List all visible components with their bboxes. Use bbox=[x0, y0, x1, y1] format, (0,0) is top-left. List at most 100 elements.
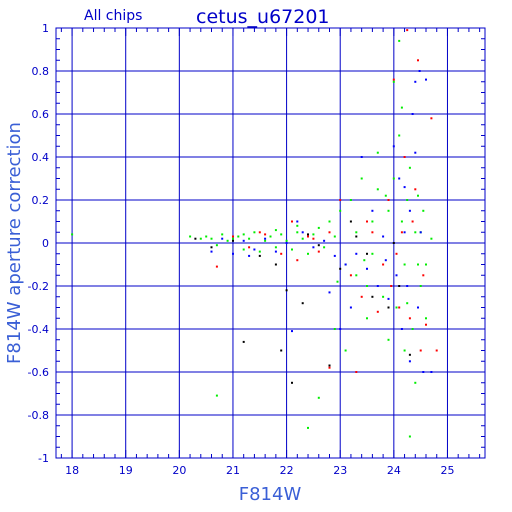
data-point bbox=[403, 186, 406, 189]
data-point bbox=[411, 220, 414, 223]
data-point bbox=[242, 239, 245, 242]
data-point bbox=[392, 242, 395, 244]
data-point bbox=[360, 156, 363, 158]
data-point bbox=[291, 248, 293, 251]
data-point bbox=[349, 199, 352, 201]
data-point bbox=[387, 297, 390, 300]
data-point bbox=[366, 252, 368, 255]
data-point bbox=[221, 237, 224, 240]
data-point bbox=[307, 233, 309, 236]
data-point bbox=[430, 371, 433, 373]
data-point bbox=[395, 274, 398, 277]
data-point bbox=[408, 209, 411, 212]
data-point bbox=[366, 317, 368, 320]
y-tick-label: 0.6 bbox=[32, 108, 50, 121]
x-tick-label: 24 bbox=[387, 464, 401, 477]
data-point bbox=[417, 59, 419, 62]
data-point bbox=[403, 231, 406, 234]
data-point bbox=[400, 231, 403, 234]
data-point bbox=[258, 254, 261, 257]
data-point bbox=[371, 252, 374, 255]
data-point bbox=[317, 244, 320, 247]
x-tick-label: 23 bbox=[333, 464, 347, 477]
data-point bbox=[189, 235, 192, 238]
data-point bbox=[418, 70, 421, 72]
data-point bbox=[280, 252, 283, 255]
data-point bbox=[226, 239, 229, 242]
data-point bbox=[349, 274, 352, 277]
data-point bbox=[312, 237, 315, 240]
data-point bbox=[264, 239, 267, 242]
data-point bbox=[274, 250, 277, 253]
data-point bbox=[344, 263, 347, 266]
data-point bbox=[333, 235, 336, 238]
data-point bbox=[232, 252, 234, 255]
data-point bbox=[349, 306, 352, 309]
data-point bbox=[296, 224, 299, 227]
data-point bbox=[323, 246, 326, 249]
data-point bbox=[215, 265, 218, 268]
data-point bbox=[392, 80, 395, 83]
data-point bbox=[366, 285, 368, 287]
data-point bbox=[355, 252, 358, 255]
data-point bbox=[414, 188, 417, 191]
data-point bbox=[419, 349, 422, 352]
data-point bbox=[417, 263, 419, 266]
data-point bbox=[371, 295, 374, 298]
data-point bbox=[71, 233, 74, 236]
data-point bbox=[232, 237, 234, 240]
data-point bbox=[387, 209, 390, 212]
data-point bbox=[232, 235, 234, 238]
data-point bbox=[248, 254, 251, 257]
data-point bbox=[414, 80, 417, 83]
grid-lines bbox=[56, 27, 485, 459]
data-point bbox=[414, 381, 417, 384]
data-point bbox=[419, 285, 422, 287]
data-point bbox=[376, 285, 379, 287]
y-tick-label: 0.2 bbox=[32, 194, 50, 207]
data-point bbox=[355, 231, 358, 234]
data-point bbox=[296, 231, 299, 234]
data-point bbox=[339, 328, 342, 330]
data-point bbox=[390, 285, 393, 287]
data-point bbox=[301, 237, 304, 240]
data-point bbox=[355, 235, 358, 238]
data-point bbox=[408, 353, 411, 356]
data-point bbox=[435, 349, 438, 352]
data-point bbox=[285, 242, 288, 244]
data-point bbox=[417, 194, 419, 197]
data-point bbox=[274, 229, 277, 232]
data-point bbox=[376, 151, 379, 154]
data-point bbox=[400, 220, 403, 223]
data-point bbox=[301, 302, 304, 305]
data-point bbox=[392, 177, 395, 180]
data-point bbox=[411, 113, 414, 115]
data-point bbox=[398, 306, 401, 309]
data-point bbox=[387, 306, 390, 309]
data-point bbox=[366, 267, 368, 270]
data-point bbox=[221, 233, 224, 236]
data-point bbox=[312, 233, 315, 236]
data-point bbox=[400, 328, 403, 330]
data-point bbox=[398, 177, 401, 180]
data-point bbox=[296, 220, 299, 223]
data-point bbox=[328, 364, 331, 367]
data-point bbox=[291, 220, 293, 223]
chart-title: cetus_u67201 bbox=[196, 6, 330, 28]
data-point bbox=[387, 199, 390, 201]
data-point bbox=[408, 360, 411, 363]
data-point bbox=[280, 233, 283, 236]
data-point bbox=[408, 317, 411, 320]
y-tick-label: -0.6 bbox=[28, 366, 49, 379]
data-point bbox=[355, 371, 358, 373]
data-point bbox=[408, 435, 411, 438]
data-point bbox=[248, 246, 251, 249]
data-point bbox=[339, 267, 342, 270]
data-point bbox=[237, 235, 240, 238]
data-point bbox=[258, 250, 261, 253]
data-point bbox=[285, 239, 288, 242]
data-point bbox=[333, 254, 336, 257]
data-point bbox=[258, 231, 261, 234]
data-point bbox=[291, 330, 293, 333]
